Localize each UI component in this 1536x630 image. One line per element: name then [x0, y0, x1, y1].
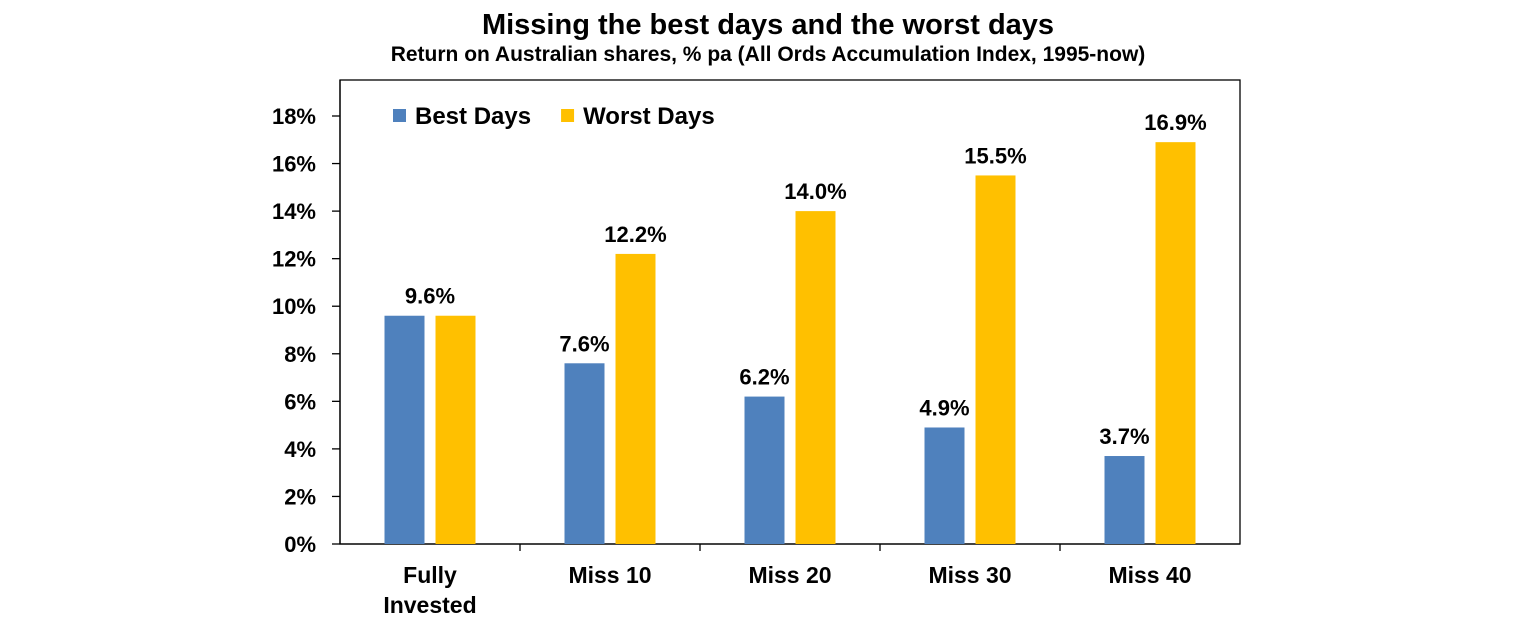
data-label: 15.5% — [964, 143, 1026, 168]
y-tick-label: 14% — [272, 199, 316, 224]
legend-label: Worst Days — [583, 103, 715, 130]
chart-subtitle: Return on Australian shares, % pa (All O… — [390, 43, 1146, 66]
y-tick-label: 16% — [272, 152, 316, 177]
x-tick-label: Miss 40 — [1108, 562, 1191, 588]
data-label: 4.9% — [919, 395, 969, 420]
data-label: 14.0% — [784, 179, 846, 204]
y-tick-label: 18% — [272, 104, 316, 129]
data-label: 3.7% — [1099, 424, 1149, 449]
bar-labels: 9.6% 7.6% 12.2% 6.2% 14.0% 4.9% 15.5% 3.7% 16.9% — [405, 110, 1207, 449]
data-label: 7.6% — [559, 331, 609, 356]
bar — [744, 396, 785, 544]
y-axis: 0% 2% 4% 6% 8% 10% 12% 14% 16% 18% — [272, 80, 341, 557]
bar — [924, 427, 965, 544]
bar — [1155, 142, 1196, 544]
x-tick-label: Miss 20 — [748, 562, 831, 588]
x-tick-label: Fully — [403, 562, 457, 588]
bar — [384, 315, 425, 544]
data-label: 16.9% — [1144, 110, 1206, 135]
chart-title: Missing the best days and the worst days — [481, 9, 1055, 41]
legend-label: Best Days — [415, 103, 531, 130]
data-label: 12.2% — [604, 222, 666, 247]
y-tick-label: 8% — [284, 342, 316, 367]
bar — [615, 253, 656, 544]
y-tick-label: 4% — [284, 437, 316, 462]
data-label: 9.6% — [405, 284, 455, 309]
legend-swatch — [561, 109, 575, 122]
legend-swatch — [393, 109, 406, 122]
bar — [435, 315, 476, 544]
x-tick-label: Miss 30 — [928, 562, 1011, 588]
y-tick-label: 10% — [272, 294, 316, 319]
y-tick-label: 12% — [272, 247, 316, 272]
legend: Best Days Worst Days — [393, 103, 715, 130]
bars — [384, 142, 1196, 544]
bar — [1104, 456, 1145, 544]
bar — [975, 175, 1016, 544]
bar — [795, 211, 836, 544]
y-tick-label: 2% — [284, 484, 316, 509]
x-tick-label: Miss 10 — [568, 562, 651, 588]
y-tick-label: 0% — [284, 532, 316, 557]
data-label: 6.2% — [739, 365, 789, 390]
y-tick-label: 6% — [284, 389, 316, 414]
bar — [564, 363, 605, 544]
x-axis: Fully Invested Miss 10 Miss 20 Miss 30 Miss 4… — [340, 543, 1240, 618]
x-tick-label: Invested — [383, 592, 476, 618]
